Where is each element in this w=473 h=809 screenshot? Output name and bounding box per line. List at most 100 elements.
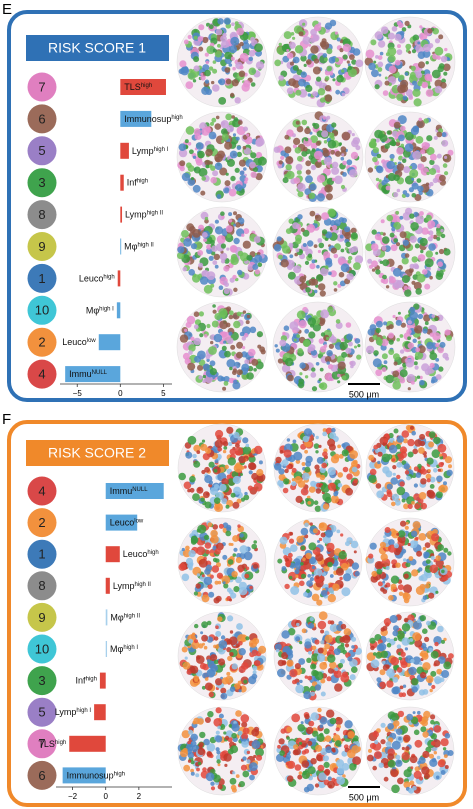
tissue-cell: [330, 247, 337, 254]
tissue-cell: [300, 564, 307, 571]
tissue-cell: [238, 159, 247, 167]
tissue-cell: [444, 47, 448, 52]
tissue-cell: [401, 498, 406, 503]
cluster-label: 10: [35, 303, 49, 318]
tissue-cell: [347, 656, 353, 662]
tissue-cell: [230, 36, 240, 46]
tissue-cell: [279, 450, 284, 454]
tissue-cell: [397, 115, 407, 125]
tissue-cell: [341, 351, 348, 358]
tissue-cell: [404, 470, 410, 475]
tissue-cell: [385, 285, 390, 289]
tissue-cell: [440, 738, 449, 747]
tissue-cell: [371, 570, 378, 577]
tissue-cell: [326, 65, 333, 72]
tissue-cell: [273, 244, 282, 252]
tissue-cell: [367, 258, 373, 264]
tissue-cell: [349, 674, 356, 681]
tissue-cell: [407, 451, 414, 458]
tissue-cell: [414, 503, 421, 510]
tissue-cell: [238, 689, 242, 693]
tissue-cell: [192, 184, 201, 193]
tissue-cell: [441, 132, 447, 138]
tissue-cell: [224, 67, 231, 73]
tissue-cell: [241, 740, 249, 748]
tissue-cell: [353, 478, 359, 484]
tissue-cell: [298, 771, 303, 775]
tissue-cell: [400, 125, 406, 132]
tissue-cell: [416, 119, 425, 129]
cluster-label: 3: [38, 673, 45, 688]
tissue-cell: [295, 120, 300, 125]
tissue-cell: [232, 475, 241, 485]
tissue-cell: [249, 585, 253, 590]
cluster-label: 8: [38, 207, 45, 222]
tissue-cell: [331, 427, 336, 433]
tissue-cell: [214, 548, 221, 555]
tissue-cell: [424, 368, 432, 376]
tissue-cell: [305, 455, 313, 464]
tissue-cell: [332, 566, 338, 571]
tissue-cell: [436, 131, 443, 138]
tissue-cell: [233, 379, 238, 384]
tissue-cell: [212, 68, 218, 74]
tissue-cell: [193, 337, 201, 346]
tissue-cell: [318, 317, 326, 325]
tissue-cell: [368, 474, 377, 484]
tissue-cell: [201, 86, 210, 95]
tissue-cell: [194, 639, 198, 644]
tissue-cell: [349, 169, 358, 178]
category-name: Lymp: [125, 210, 147, 220]
chart-title: RISK SCORE 1: [48, 40, 146, 56]
tissue-cell: [291, 478, 296, 482]
tissue-cell: [214, 50, 222, 58]
tissue-cell: [301, 462, 306, 466]
tissue-cell: [296, 310, 306, 320]
tissue-cell: [218, 78, 226, 86]
tissue-cell: [246, 372, 254, 380]
tissue-cell: [288, 41, 296, 49]
tissue-cell: [281, 652, 289, 660]
tissue-cell: [339, 48, 344, 53]
tissue-cell: [323, 565, 330, 572]
tissue-cell: [235, 443, 240, 448]
category-superscript: high I: [154, 146, 169, 152]
tissue-cell: [338, 454, 344, 459]
tissue-cell: [385, 741, 392, 748]
tissue-cell: [187, 740, 192, 745]
tissue-cell: [225, 504, 230, 509]
tissue-cell: [213, 468, 218, 473]
tissue-cell: [386, 130, 391, 135]
tissue-cell: [208, 691, 214, 698]
tissue-cell: [235, 136, 240, 141]
tissue-cell: [193, 460, 201, 468]
category-name: Inf: [76, 676, 87, 686]
tissue-cell: [315, 472, 321, 478]
tissue-cell: [396, 337, 401, 342]
tissue-cell: [345, 241, 352, 248]
tissue-cell: [211, 117, 217, 123]
cluster-dot: [27, 327, 57, 357]
tissue-cell: [322, 116, 326, 120]
tissue-cell: [381, 563, 385, 567]
tissue-cell: [188, 269, 195, 276]
tissue-cell: [392, 267, 402, 277]
tissue-cell: [322, 149, 330, 157]
tissue-cell: [430, 650, 439, 659]
tissue-cell: [232, 66, 236, 71]
tissue-cell: [244, 332, 249, 337]
tissue-cell: [299, 641, 303, 645]
tissue-cell: [228, 310, 234, 316]
tissue-cell: [228, 188, 237, 197]
tissue-cell: [194, 678, 199, 683]
tissue-cell: [427, 469, 431, 473]
tissue-cell: [340, 156, 345, 161]
tissue-cell: [286, 736, 290, 740]
tissue-cell: [299, 741, 303, 745]
tissue-cell: [381, 660, 386, 665]
tissue-cell: [257, 156, 267, 166]
tissue-cell: [308, 155, 314, 160]
tissue-cell: [240, 473, 243, 476]
tissue-cell: [436, 269, 444, 278]
tissue-cell: [403, 166, 411, 174]
